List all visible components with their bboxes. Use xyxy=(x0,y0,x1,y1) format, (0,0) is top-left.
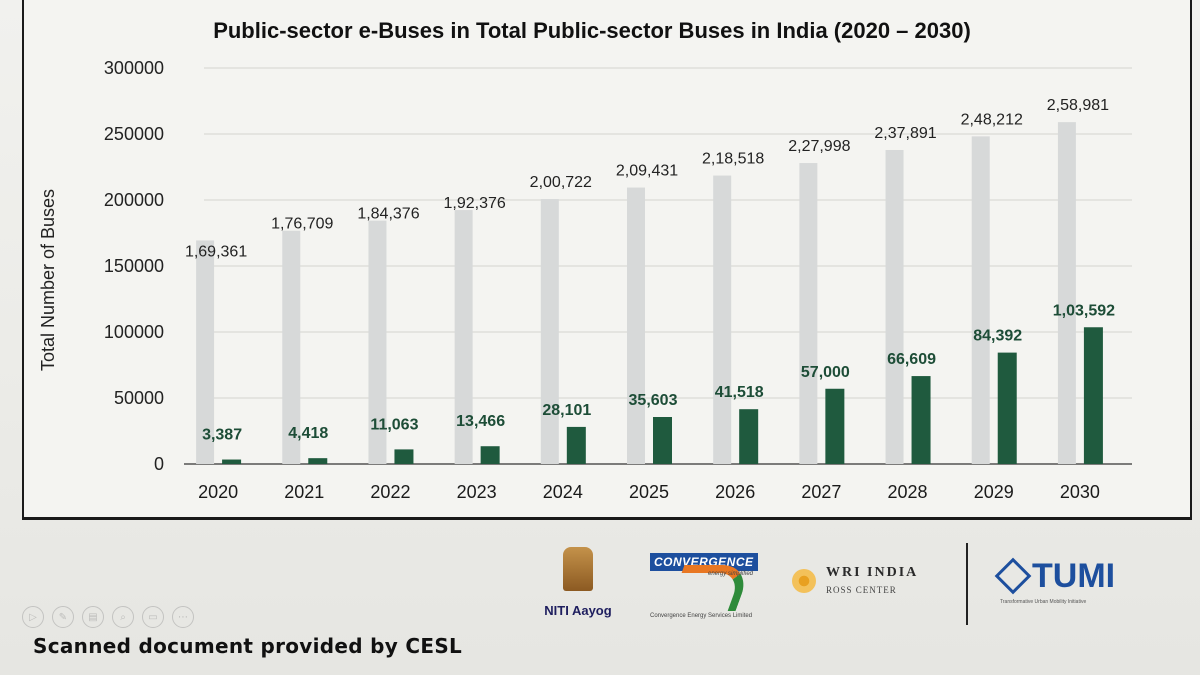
ebus-data-label: 11,063 xyxy=(370,416,418,433)
ebus-bar xyxy=(997,352,1017,464)
total-bus-data-label: 1,84,376 xyxy=(357,206,419,223)
total-bus-bar xyxy=(368,220,387,464)
ebus-bar xyxy=(825,388,845,464)
total-bus-data-label: 1,76,709 xyxy=(271,216,333,233)
ebus-data-label: 84,392 xyxy=(973,328,1022,345)
chart: Public-sector e-Buses in Total Public-se… xyxy=(38,18,1132,502)
total-bus-bar xyxy=(713,175,732,464)
wri-india-logo: WRI INDIA ROSS CENTER xyxy=(792,565,942,605)
total-bus-data-label: 2,27,998 xyxy=(788,138,850,155)
y-tick-label: 150000 xyxy=(104,256,164,276)
x-tick-label: 2020 xyxy=(198,482,238,502)
y-tick-label: 100000 xyxy=(104,322,164,342)
screen-icon[interactable]: ▭ xyxy=(142,606,164,628)
x-tick-label: 2027 xyxy=(801,482,841,502)
total-bus-bar xyxy=(799,163,818,464)
ebus-bar xyxy=(480,446,500,464)
logo-divider xyxy=(966,543,968,625)
y-tick-label: 0 xyxy=(154,454,164,474)
ebus-data-label: 35,603 xyxy=(629,392,678,409)
tumi-subtitle: Transformative Urban Mobility Initiative xyxy=(1000,599,1087,605)
ebus-data-label: 3,387 xyxy=(202,427,242,444)
print-icon[interactable]: ▤ xyxy=(82,606,104,628)
tumi-logo: TUMI Transformative Urban Mobility Initi… xyxy=(994,557,1140,611)
x-tick-label: 2028 xyxy=(888,482,928,502)
niti-aayog-logo: NITI Aayog xyxy=(538,547,618,627)
total-bus-data-label: 2,18,518 xyxy=(702,151,764,168)
convergence-text: CONVERGENCE xyxy=(650,553,758,571)
total-bus-bar xyxy=(282,230,301,464)
x-tick-label: 2030 xyxy=(1060,482,1100,502)
emblem-icon xyxy=(563,547,593,591)
caption: Scanned document provided by CESL xyxy=(33,634,463,658)
ebus-bar xyxy=(911,376,931,464)
total-bus-data-label: 2,00,722 xyxy=(530,174,592,191)
total-bus-bar xyxy=(1057,122,1076,464)
total-bus-bar xyxy=(454,210,473,464)
chart-frame: Public-sector e-Buses in Total Public-se… xyxy=(22,0,1192,520)
niti-aayog-text: NITI Aayog xyxy=(544,603,612,618)
ebus-bar xyxy=(394,449,414,464)
y-tick-label: 300000 xyxy=(104,58,164,78)
x-tick-label: 2023 xyxy=(457,482,497,502)
pen-icon[interactable]: ✎ xyxy=(52,606,74,628)
x-tick-label: 2021 xyxy=(284,482,324,502)
tumi-mark-icon xyxy=(994,557,1032,595)
y-axis-label: Total Number of Buses xyxy=(38,189,58,371)
x-tick-label: 2022 xyxy=(370,482,410,502)
ebus-data-label: 1,03,592 xyxy=(1053,302,1115,319)
ebus-data-label: 66,609 xyxy=(887,351,936,368)
convergence-small-text: Convergence Energy Services Limited xyxy=(650,613,753,619)
ebus-data-label: 4,418 xyxy=(288,425,328,442)
zoom-icon[interactable]: ⌕ xyxy=(112,606,134,628)
chart-title: Public-sector e-Buses in Total Public-se… xyxy=(213,18,971,43)
ebus-data-label: 28,101 xyxy=(542,402,591,419)
ebus-data-label: 41,518 xyxy=(715,384,764,401)
ebus-bar xyxy=(653,417,672,464)
x-tick-label: 2024 xyxy=(543,482,583,502)
y-tick-label: 50000 xyxy=(114,388,164,408)
play-icon[interactable]: ▷ xyxy=(22,606,44,628)
total-bus-bar xyxy=(627,187,645,464)
convergence-tagline: energy simplified xyxy=(708,571,754,577)
more-icon[interactable]: ⋯ xyxy=(172,606,194,628)
wri-subtitle: ROSS CENTER xyxy=(826,585,897,595)
ebus-bar xyxy=(566,426,586,464)
x-tick-label: 2026 xyxy=(715,482,755,502)
ebus-data-label: 13,466 xyxy=(456,413,505,430)
ebus-bar xyxy=(308,458,328,464)
convergence-logo: CONVERGENCE Convergence Energy Services … xyxy=(650,553,760,623)
total-bus-data-label: 1,92,376 xyxy=(443,195,505,212)
total-bus-bar xyxy=(540,199,559,464)
wri-flower-icon xyxy=(792,569,816,593)
wri-title: WRI INDIA xyxy=(826,565,919,580)
total-bus-data-label: 2,58,981 xyxy=(1047,97,1109,114)
tumi-text: TUMI xyxy=(1032,557,1116,595)
logo-strip: NITI Aayog CONVERGENCE Convergence Energ… xyxy=(0,525,1200,630)
total-bus-data-label: 2,48,212 xyxy=(961,111,1023,128)
x-tick-label: 2025 xyxy=(629,482,669,502)
ebus-bar xyxy=(1083,327,1103,464)
total-bus-bar xyxy=(885,149,904,464)
viewer-toolbar: ▷ ✎ ▤ ⌕ ▭ ⋯ xyxy=(22,606,194,632)
ebus-bar xyxy=(739,409,759,464)
total-bus-data-label: 1,69,361 xyxy=(185,243,247,260)
x-tick-label: 2029 xyxy=(974,482,1014,502)
total-bus-data-label: 2,09,431 xyxy=(616,163,678,180)
ebus-bar xyxy=(222,459,242,464)
total-bus-bar xyxy=(196,240,215,464)
y-tick-label: 200000 xyxy=(104,190,164,210)
y-tick-label: 250000 xyxy=(104,124,164,144)
total-bus-data-label: 2,37,891 xyxy=(874,125,936,142)
ebus-data-label: 57,000 xyxy=(801,364,850,381)
total-bus-bar xyxy=(971,136,990,464)
